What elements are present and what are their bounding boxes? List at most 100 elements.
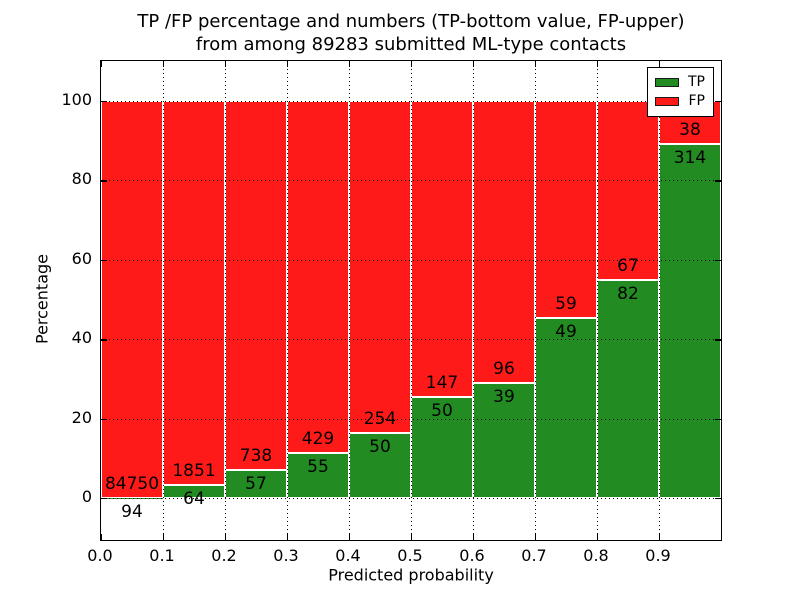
fp-count-label: 38 — [679, 119, 701, 140]
fp-legend-swatch — [655, 97, 679, 106]
y-tick-label: 60 — [71, 248, 92, 268]
chart-title-line2: from among 89283 submitted ML-type conta… — [195, 34, 627, 55]
gridline-vertical — [659, 61, 660, 540]
gridline-vertical — [473, 61, 474, 540]
tp-legend-swatch — [655, 78, 679, 87]
fp-count-label: 147 — [425, 373, 459, 394]
bar-segment-tp — [411, 397, 473, 498]
x-tick-label: 0.5 — [397, 546, 423, 565]
tp-count-label: 94 — [121, 501, 143, 522]
bar-segment-fp — [101, 101, 163, 498]
x-tick-mark — [225, 61, 227, 67]
bar-segment-fp — [287, 101, 349, 453]
fp-count-label: 59 — [555, 293, 577, 314]
tp-count-label: 39 — [493, 387, 515, 408]
bar-segment-fp — [163, 101, 225, 485]
bar-segment-fp — [597, 101, 659, 280]
y-tick-mark — [715, 259, 721, 262]
y-tick-mark — [101, 259, 107, 262]
x-tick-label: 0.8 — [583, 546, 609, 565]
x-tick-mark — [349, 534, 351, 540]
tp-count-label: 49 — [555, 321, 577, 342]
y-tick-label: 0 — [81, 487, 92, 506]
bar-segment-tp — [597, 279, 659, 498]
x-axis-label: Predicted probability — [328, 565, 494, 585]
y-tick-mark — [715, 418, 721, 420]
x-tick-mark — [163, 61, 165, 67]
bar-segment-fp — [535, 101, 597, 318]
y-tick-label: 80 — [71, 169, 92, 189]
x-tick-mark — [287, 61, 289, 67]
x-tick-label: 0.9 — [645, 546, 671, 565]
gridline-vertical — [287, 61, 288, 540]
gridline-vertical — [163, 61, 164, 540]
legend: TP FP — [647, 67, 714, 117]
x-tick-mark — [101, 61, 103, 67]
x-tick-mark — [535, 534, 537, 540]
legend-label: FP — [688, 93, 706, 109]
x-tick-label: 0.7 — [521, 546, 547, 565]
x-tick-label: 0.6 — [459, 546, 485, 565]
bar-segment-fp — [473, 101, 535, 384]
fp-count-label: 96 — [493, 359, 515, 380]
x-tick-mark — [597, 61, 599, 67]
legend-label: TP — [688, 74, 705, 90]
y-tick-mark — [715, 498, 721, 500]
tp-count-label: 55 — [307, 456, 329, 477]
y-tick-mark — [101, 101, 107, 103]
tp-count-label: 314 — [673, 147, 707, 168]
y-tick-mark — [715, 180, 721, 182]
bar-segment-fp — [411, 101, 473, 398]
bar-segment-fp — [225, 101, 287, 470]
chart-title-line1: TP /FP percentage and numbers (TP-bottom… — [137, 11, 685, 32]
y-tick-label: 40 — [71, 328, 92, 348]
tp-count-label: 50 — [369, 436, 391, 457]
y-tick-mark — [715, 339, 721, 341]
y-tick-mark — [715, 101, 721, 103]
x-tick-mark — [597, 534, 599, 540]
gridline-vertical — [225, 61, 226, 540]
x-tick-mark — [411, 534, 413, 540]
bar-segment-tp — [535, 317, 597, 498]
bar-segment-tp — [659, 143, 721, 498]
x-tick-mark — [473, 534, 475, 540]
x-tick-mark — [101, 534, 103, 540]
x-tick-mark — [411, 61, 413, 67]
x-tick-mark — [349, 61, 351, 67]
y-tick-mark — [101, 339, 107, 341]
x-tick-label: 0.0 — [87, 546, 113, 565]
gridline-vertical — [535, 61, 536, 540]
tp-count-label: 82 — [617, 283, 639, 304]
bar-segment-tp — [349, 432, 411, 498]
y-tick-label: 100 — [61, 90, 92, 109]
y-tick-mark — [101, 498, 107, 500]
fp-count-label: 67 — [617, 255, 639, 276]
plot-area: TP FP 84750 94 1851 64 738 57 429 55 254 50 147 50 96… — [100, 60, 722, 541]
y-tick-mark — [101, 180, 107, 182]
x-tick-mark — [659, 61, 661, 67]
fp-count-label: 254 — [363, 408, 397, 429]
gridline-vertical — [349, 61, 350, 540]
x-tick-mark — [473, 61, 475, 67]
bar-segment-tp — [287, 452, 349, 498]
fp-count-label: 84750 — [104, 473, 160, 494]
fp-count-label: 1851 — [172, 460, 216, 481]
x-tick-label: 0.4 — [335, 546, 361, 565]
legend-item: FP — [655, 92, 705, 111]
bar-segment-tp — [225, 469, 287, 498]
x-tick-mark — [659, 534, 661, 540]
x-tick-mark — [225, 534, 227, 540]
x-tick-mark — [535, 61, 537, 67]
gridline-vertical — [411, 61, 412, 540]
bar-segment-fp — [349, 101, 411, 433]
fp-count-label: 738 — [239, 445, 273, 466]
tp-count-label: 64 — [183, 488, 205, 509]
fp-count-label: 429 — [301, 428, 335, 449]
tp-count-label: 50 — [431, 401, 453, 422]
tp-count-label: 57 — [245, 473, 267, 494]
y-tick-label: 20 — [71, 407, 92, 427]
x-tick-label: 0.2 — [211, 546, 237, 565]
y-tick-mark — [101, 418, 107, 420]
gridline-vertical — [597, 61, 598, 540]
